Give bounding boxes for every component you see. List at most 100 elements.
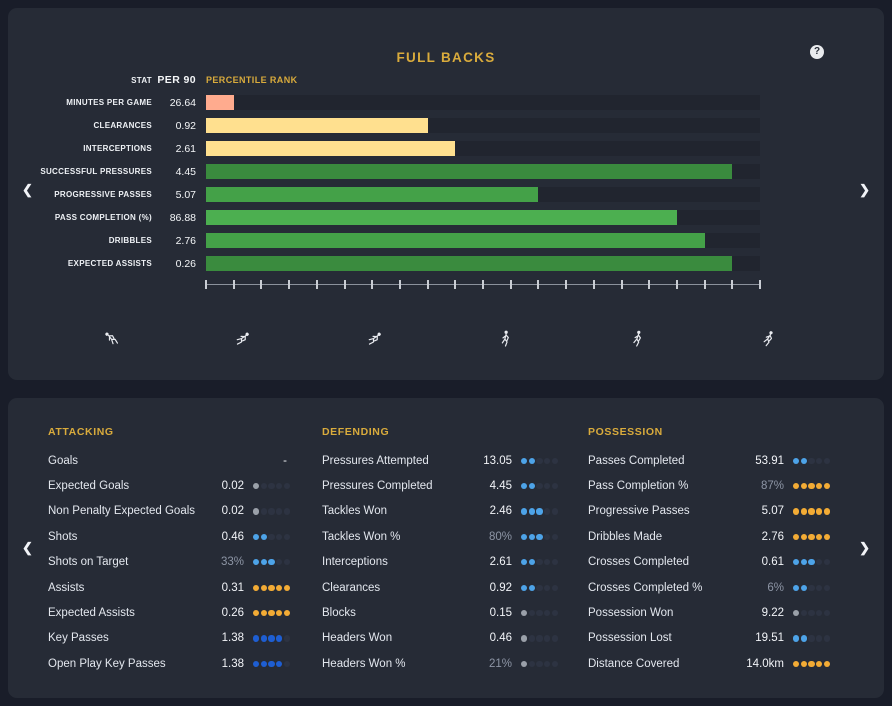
stats-next-button[interactable]: ❯ (859, 540, 870, 555)
stat-label: Clearances (322, 581, 381, 594)
stat-row: Headers Won % 21% (322, 651, 558, 676)
rating-dot (544, 457, 551, 464)
rating-dots (793, 660, 830, 667)
stat-label: Dribbles Made (588, 530, 663, 543)
rating-dot (800, 660, 807, 667)
rating-dot (260, 482, 267, 490)
rating-dot (260, 533, 267, 540)
stat-value: 14.0km (746, 657, 784, 670)
chart-next-button[interactable]: ❯ (859, 182, 870, 197)
help-icon[interactable]: ? (810, 45, 824, 59)
rating-dot (823, 584, 830, 591)
rating-dot (268, 508, 275, 515)
rating-dot (816, 533, 823, 540)
rating-dot (800, 584, 807, 591)
rating-dot (276, 584, 283, 591)
rating-dot (823, 660, 830, 667)
rating-dot (268, 559, 275, 566)
rating-dots (253, 584, 290, 591)
rating-dot (793, 482, 800, 490)
stat-row: Tackles Won % 80% (322, 524, 558, 549)
percentile-bar (206, 210, 677, 225)
chart-row: INTERCEPTIONS 2.61 (8, 137, 884, 160)
rating-dot (800, 508, 807, 515)
rating-dots (253, 559, 290, 566)
chart-header-row: STAT PER 90 PERCENTILE RANK (8, 72, 884, 88)
stats-column-possession: POSSESSION Passes Completed 53.91 Pass Comp… (588, 426, 830, 677)
stat-row: Headers Won 0.46 (322, 626, 558, 651)
stat-label: Key Passes (48, 632, 109, 645)
rating-dot (521, 660, 528, 667)
stat-row: Key Passes 1.38 (48, 626, 290, 651)
stat-row: Assists 0.31 (48, 575, 290, 600)
stat-row: Pressures Attempted 13.05 (322, 448, 558, 473)
stat-row: Passes Completed 53.91 (588, 448, 830, 473)
stat-value: 19.51 (755, 632, 784, 645)
axis-tick (454, 280, 457, 289)
rating-dot (528, 482, 535, 490)
rating-dot (808, 559, 815, 566)
stat-value: 33% (220, 556, 244, 569)
percentile-bar (206, 95, 234, 110)
stat-label: Headers Won % (322, 657, 406, 670)
rating-dot (793, 533, 800, 540)
rating-dot (260, 559, 267, 566)
rating-dot (536, 482, 543, 490)
stat-label: Tackles Won (322, 505, 387, 518)
stat-row: Pressures Completed 4.45 (322, 473, 558, 498)
rating-dot (551, 559, 558, 566)
stat-value: 2.46 (489, 505, 512, 518)
rating-dot (283, 609, 290, 617)
percentile-bar-track (206, 256, 760, 271)
chart-prev-button[interactable]: ❮ (22, 182, 33, 197)
rating-dot (528, 457, 535, 464)
percentile-bar-track (206, 95, 760, 110)
stat-value: 2.76 (761, 530, 784, 543)
axis-tick (620, 280, 623, 289)
stat-row: Non Penalty Expected Goals 0.02 (48, 499, 290, 524)
rating-dot (283, 584, 290, 591)
axis-tick (592, 280, 595, 289)
axis-tick (482, 280, 484, 289)
rating-dot (260, 609, 267, 617)
stat-row: Open Play Key Passes 1.38 (48, 651, 290, 676)
rating-dot (544, 660, 551, 667)
stat-row: Dribbles Made 2.76 (588, 524, 830, 549)
axis-tick (759, 280, 761, 289)
axis-tick (703, 280, 706, 289)
rating-dot (260, 508, 267, 515)
rating-dot (551, 457, 558, 464)
percentile-bar-track (206, 141, 760, 156)
stat-value: 13.05 (483, 454, 512, 467)
stat-label: Pressures Attempted (322, 454, 429, 467)
stat-row: Clearances 0.92 (322, 575, 558, 600)
stats-prev-button[interactable]: ❮ (22, 540, 33, 555)
stat-row: Shots on Target 33% (48, 550, 290, 575)
rating-dot (521, 508, 528, 515)
rating-dots (521, 635, 558, 642)
stat-label: Possession Won (588, 607, 674, 620)
rating-dot (276, 559, 283, 566)
detailed-stats-panel: ❮ ❯ ATTACKING Goals - Expected Goals 0.02 Non… (8, 398, 884, 698)
page-title: FULL BACKS (396, 50, 496, 65)
axis-tick (205, 280, 207, 289)
rating-dots (253, 660, 290, 667)
percentile-bar (206, 187, 539, 202)
rating-dot (800, 533, 807, 540)
rating-dot (536, 635, 543, 642)
rating-dots (793, 457, 830, 464)
chart-row-label: SUCCESSFUL PRESSURES (40, 167, 152, 176)
section-header: DEFENDING (322, 426, 390, 438)
percentile-bar-track (206, 187, 760, 202)
chart-row: EXPECTED ASSISTS 0.26 (8, 252, 884, 275)
rating-dot (823, 457, 830, 464)
chart-row: SUCCESSFUL PRESSURES 4.45 (8, 160, 884, 183)
rating-dot (544, 533, 551, 540)
rating-dot (528, 508, 535, 515)
stat-row: Crosses Completed 0.61 (588, 550, 830, 575)
rating-dot (283, 559, 290, 566)
rating-dots (793, 559, 830, 566)
stat-value: 0.92 (489, 581, 512, 594)
chart-row-label: INTERCEPTIONS (83, 144, 152, 153)
slide-tackle-icon (366, 328, 382, 348)
